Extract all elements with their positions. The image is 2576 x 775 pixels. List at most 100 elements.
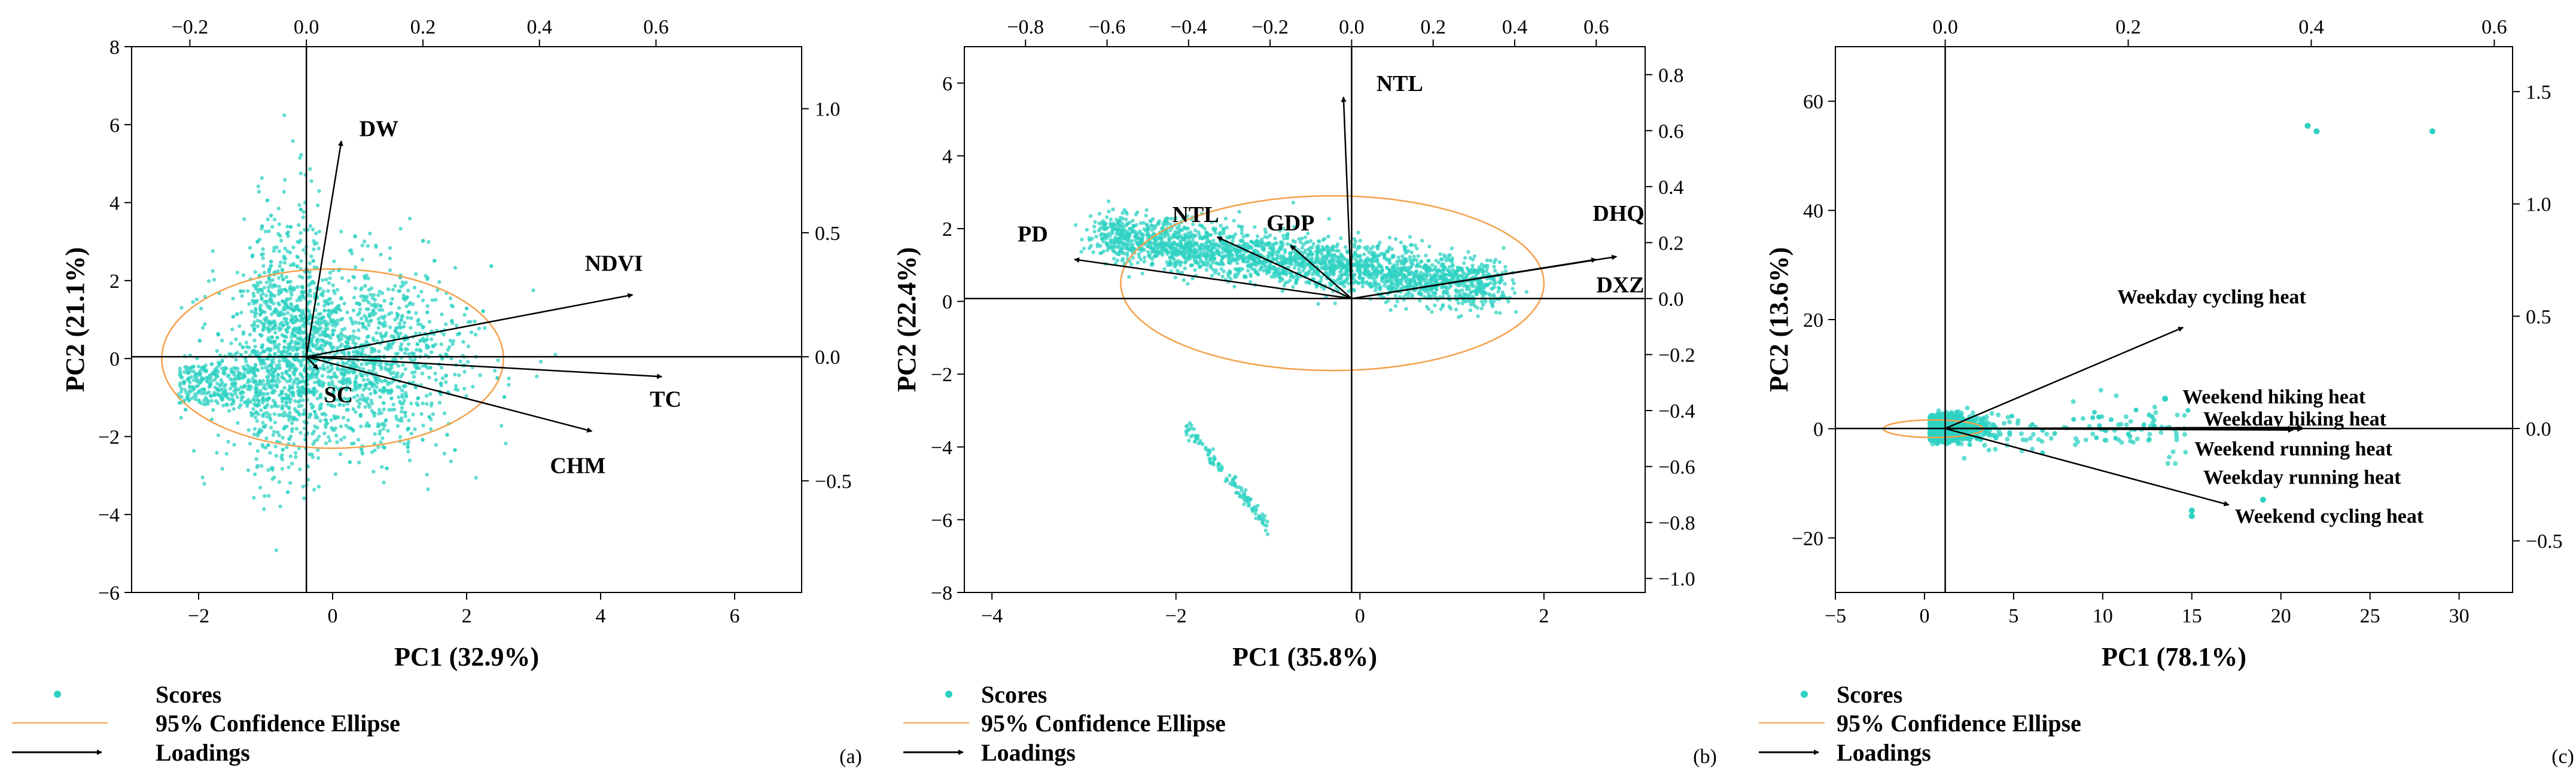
score-point [350, 251, 354, 256]
score-point [367, 387, 372, 391]
score-point [389, 389, 394, 393]
score-point [1291, 239, 1295, 243]
score-point [297, 446, 301, 451]
score-point [255, 318, 260, 323]
score-point [336, 415, 340, 420]
score-point [251, 291, 255, 296]
score-point [433, 342, 438, 347]
score-point [412, 285, 417, 290]
score-point [462, 312, 467, 317]
score-point [357, 405, 361, 409]
score-point [339, 370, 344, 375]
score-point [357, 437, 361, 442]
score-point [288, 287, 293, 291]
score-point [269, 385, 273, 389]
score-point [348, 381, 352, 385]
score-point [276, 366, 281, 370]
score-point [466, 344, 471, 348]
score-point [1085, 227, 1089, 232]
score-point [1223, 217, 1228, 221]
score-point [409, 402, 413, 406]
score-point [200, 391, 204, 396]
score-point [1400, 278, 1404, 282]
score-point [1206, 452, 1210, 457]
score-point [1470, 284, 1475, 288]
score-point [200, 366, 205, 370]
score-point [265, 347, 270, 351]
score-point [396, 364, 401, 368]
score-point [398, 227, 403, 231]
score-point [420, 371, 425, 376]
score-point [1393, 294, 1397, 298]
score-point [372, 347, 376, 352]
score-point [252, 427, 257, 431]
score-point [358, 307, 363, 311]
score-point [412, 351, 416, 355]
score-point [442, 411, 447, 415]
score-point [436, 288, 440, 293]
score-point [1208, 265, 1213, 269]
score-point [1141, 221, 1146, 225]
score-point [1409, 242, 1414, 247]
score-point [1165, 243, 1170, 247]
score-point [252, 338, 257, 342]
score-point [425, 304, 430, 308]
score-point [466, 320, 471, 324]
score-point [1491, 277, 1495, 282]
score-point [1111, 207, 1115, 212]
score-point [294, 348, 299, 352]
score-point [335, 321, 340, 326]
score-point [285, 396, 289, 401]
score-point [369, 318, 373, 323]
score-point [220, 467, 224, 471]
score-point [261, 256, 265, 260]
score-point [376, 424, 380, 428]
score-point [1120, 217, 1125, 221]
score-point [287, 437, 291, 441]
score-point [343, 367, 347, 372]
score-point [1193, 233, 1197, 238]
score-point [360, 257, 365, 262]
score-point [1241, 259, 1246, 263]
score-point [196, 391, 200, 395]
score-point [413, 331, 418, 336]
score-point [277, 480, 281, 484]
score-point [277, 249, 281, 253]
score-point [1193, 228, 1198, 233]
score-point [178, 366, 182, 370]
score-point [246, 400, 250, 405]
y-axis-right: −0.50.00.51.0 [802, 99, 852, 493]
score-point [258, 359, 263, 363]
score-point [1283, 281, 1287, 285]
score-point [297, 380, 302, 384]
score-point [285, 330, 290, 335]
score-point [258, 379, 262, 384]
score-point [269, 363, 273, 367]
score-point [392, 334, 396, 339]
score-point [286, 325, 290, 329]
score-point [246, 384, 251, 388]
score-point [317, 189, 321, 193]
score-point [462, 370, 467, 374]
score-point [1353, 279, 1357, 283]
score-point [1469, 302, 1473, 306]
score-point [439, 366, 444, 370]
score-point [1324, 266, 1329, 271]
score-point [1263, 227, 1267, 232]
score-point [502, 395, 507, 399]
score-point [324, 441, 328, 445]
score-point [298, 467, 302, 472]
score-point [179, 387, 184, 391]
score-point [201, 326, 205, 330]
score-point [1325, 245, 1330, 249]
score-point [1330, 244, 1335, 248]
score-point [279, 260, 283, 265]
score-point [307, 367, 312, 371]
score-point [287, 367, 291, 372]
score-point [1173, 262, 1177, 266]
score-point [1240, 239, 1245, 244]
score-point [342, 403, 346, 408]
score-point [440, 376, 445, 381]
score-point [403, 414, 407, 418]
loading-label: CHM [550, 454, 605, 479]
